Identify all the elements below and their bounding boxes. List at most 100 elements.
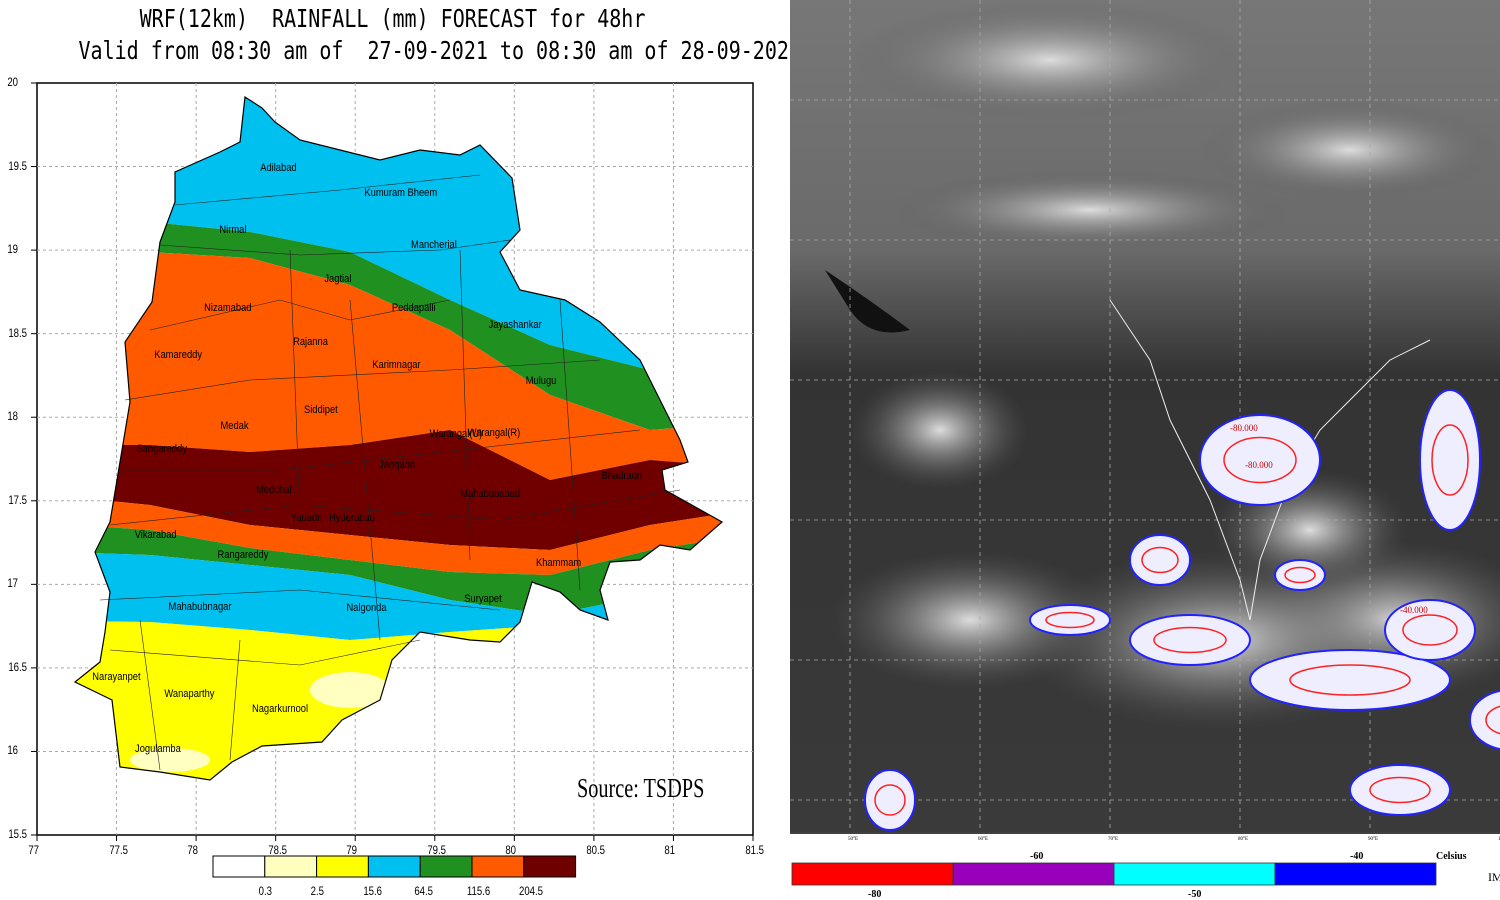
district-label: Mahabubabad (460, 488, 521, 500)
district-label: Suryapet (464, 593, 502, 605)
y-tick-label: 16.5 (8, 659, 28, 674)
district-label: Rangareddy (217, 549, 269, 561)
sea-area (825, 270, 910, 333)
contour-label: -40.000 (1400, 605, 1428, 615)
district-label: Kumuram Bheem (364, 187, 438, 199)
district-boundary (99, 589, 501, 611)
colorbar-unit: Celsius (1436, 851, 1467, 862)
district-label: Adilabad (260, 162, 297, 174)
district-boundary (159, 239, 511, 256)
longitude-label: 70°E (1108, 837, 1119, 842)
cold-cloud-top-contour (1153, 626, 1227, 654)
legend-label: 0.3 (258, 884, 273, 898)
district-label: Nirmal (219, 224, 247, 236)
cold-cloud-top-contour (1045, 611, 1095, 629)
colorbar-label: -50 (1188, 889, 1202, 900)
convective-cloud (864, 769, 916, 831)
district-label: Bhadradri (601, 470, 643, 482)
convective-cloud (1419, 389, 1481, 531)
x-tick-label: 79.5 (427, 843, 446, 857)
cloud-area (850, 370, 1030, 490)
cold-cloud-top-contour (1223, 436, 1297, 484)
convective-cloud (1029, 604, 1111, 636)
district-label: Khammam (535, 557, 582, 569)
legend-label: 15.6 (362, 884, 382, 898)
district-label: Nagarkurnool (251, 703, 309, 715)
convective-cloud (1469, 689, 1500, 751)
satellite-image-panel: -80.000 -80.000 -40.000 50°E 60°E 70°E 80°E 90°… (790, 0, 1500, 900)
y-tick-label: 18 (7, 409, 19, 424)
legend-swatch (264, 855, 318, 878)
convective-cloud (1384, 599, 1476, 661)
light-rain-patch (310, 672, 390, 708)
district-label: Vikarabad (134, 529, 177, 541)
cold-cloud-top-contour (874, 784, 906, 816)
x-tick-label: 78 (187, 843, 199, 857)
district-label: Jangaon (379, 459, 416, 471)
district-label: Nizamabad (204, 302, 252, 314)
rainfall-band (75, 250, 722, 480)
source-label: Source: TSDPS (577, 773, 705, 803)
x-tick-label: 81 (664, 843, 676, 857)
temperature-colorbar-swatch (952, 862, 1115, 886)
x-tick-label: 77.5 (108, 843, 128, 857)
x-tick-label: 81.5 (745, 843, 765, 857)
x-tick-label: 80.5 (586, 843, 605, 857)
district-label: Narayanpet (92, 671, 141, 683)
x-tick-label: 79 (346, 843, 358, 857)
x-tick-label: 78.5 (267, 843, 287, 857)
convective-cloud (1274, 559, 1326, 591)
y-tick-label: 17.5 (8, 492, 28, 507)
legend-swatch (471, 855, 525, 878)
cloud-area (890, 170, 1290, 250)
district-label: Jagtial (324, 273, 352, 285)
coastline (1109, 299, 1431, 621)
legend-swatch (419, 855, 473, 878)
longitude-label: 60°E (978, 837, 989, 842)
legend-swatch (523, 855, 577, 878)
legend-label: 64.5 (414, 884, 434, 898)
colorbar-label: -40 (1350, 851, 1364, 862)
y-tick-label: 19 (7, 242, 19, 257)
legend-swatch (367, 855, 421, 878)
district-label: Kamareddy (154, 349, 203, 361)
convective-cloud (1129, 534, 1191, 586)
district-label: Warangal(U) (429, 428, 483, 440)
contour-label: -80.000 (1230, 423, 1258, 433)
district-label: Peddapalli (391, 302, 436, 314)
state-boundary (73, 95, 724, 781)
cold-cloud-top-contour (1289, 664, 1411, 696)
district-label: Wanaparthy (164, 688, 215, 700)
rainfall-band (75, 490, 722, 575)
legend-swatch (316, 855, 369, 878)
district-label: Yadadri (290, 512, 323, 524)
contour-label: -80.000 (1245, 460, 1273, 470)
district-boundary (229, 639, 241, 761)
cold-cloud-top-contour (1369, 776, 1431, 804)
rainfall-band (75, 520, 722, 615)
district-boundary (139, 619, 161, 771)
district-label: Sangareddy (136, 443, 187, 455)
y-tick-label: 18.5 (8, 325, 28, 340)
district-label: Mulugu (525, 375, 557, 387)
district-boundary (124, 359, 601, 401)
rainfall-map (31, 82, 754, 878)
legend-swatch (212, 855, 266, 878)
district-label: Jogulamba (135, 743, 181, 755)
district-boundary (559, 299, 581, 591)
legend-label: 115.6 (467, 884, 491, 898)
district-label: Medchal (256, 484, 292, 496)
longitude-label: 80°E (1238, 837, 1249, 842)
cold-cloud-top-contour (1485, 705, 1500, 735)
district-boundary (289, 249, 301, 521)
satellite-infrared-image (790, 0, 1500, 886)
y-tick-label: 19.5 (8, 158, 28, 173)
x-tick-label: 80 (505, 843, 517, 857)
colorbar-label: -80 (868, 889, 882, 900)
district-label: Mahabubnagar (168, 601, 232, 613)
y-tick-label: 17 (7, 576, 19, 591)
district-boundary (459, 249, 471, 561)
district-boundary (109, 639, 421, 666)
rainfall-band (75, 430, 722, 550)
district-label: Jayashankar (488, 319, 542, 331)
